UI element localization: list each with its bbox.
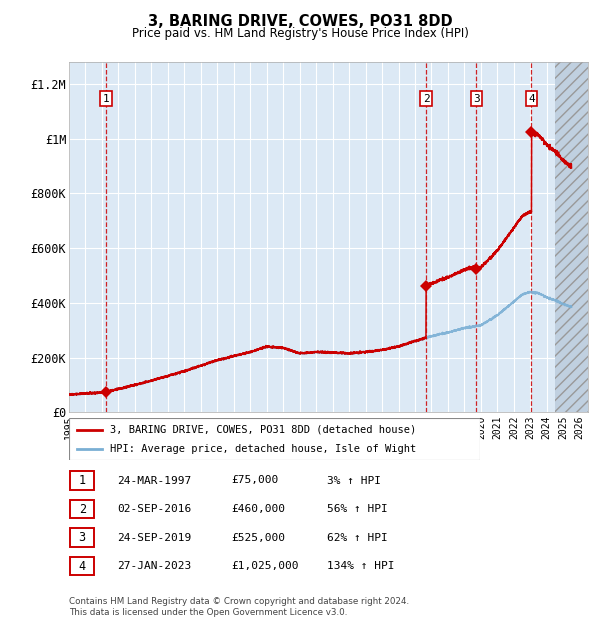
Text: 02-SEP-2016: 02-SEP-2016 bbox=[117, 504, 191, 514]
Text: £525,000: £525,000 bbox=[231, 533, 285, 542]
Text: 134% ↑ HPI: 134% ↑ HPI bbox=[327, 561, 395, 571]
Text: 3% ↑ HPI: 3% ↑ HPI bbox=[327, 476, 381, 485]
Text: 24-MAR-1997: 24-MAR-1997 bbox=[117, 476, 191, 485]
Text: 24-SEP-2019: 24-SEP-2019 bbox=[117, 533, 191, 542]
Text: 2: 2 bbox=[79, 503, 86, 515]
Text: £1,025,000: £1,025,000 bbox=[231, 561, 299, 571]
Text: 1: 1 bbox=[79, 474, 86, 487]
Text: 56% ↑ HPI: 56% ↑ HPI bbox=[327, 504, 388, 514]
Text: 4: 4 bbox=[79, 560, 86, 572]
Text: 1: 1 bbox=[103, 94, 109, 104]
Text: 27-JAN-2023: 27-JAN-2023 bbox=[117, 561, 191, 571]
Text: Contains HM Land Registry data © Crown copyright and database right 2024.
This d: Contains HM Land Registry data © Crown c… bbox=[69, 598, 409, 617]
Text: 3: 3 bbox=[79, 531, 86, 544]
Bar bbox=[555, 62, 588, 412]
Text: 3: 3 bbox=[473, 94, 480, 104]
Text: £460,000: £460,000 bbox=[231, 504, 285, 514]
Text: 62% ↑ HPI: 62% ↑ HPI bbox=[327, 533, 388, 542]
Text: 2: 2 bbox=[422, 94, 430, 104]
Text: Price paid vs. HM Land Registry's House Price Index (HPI): Price paid vs. HM Land Registry's House … bbox=[131, 27, 469, 40]
Text: 3, BARING DRIVE, COWES, PO31 8DD: 3, BARING DRIVE, COWES, PO31 8DD bbox=[148, 14, 452, 29]
Text: HPI: Average price, detached house, Isle of Wight: HPI: Average price, detached house, Isle… bbox=[110, 445, 416, 454]
Text: £75,000: £75,000 bbox=[231, 476, 278, 485]
Text: 4: 4 bbox=[528, 94, 535, 104]
Text: 3, BARING DRIVE, COWES, PO31 8DD (detached house): 3, BARING DRIVE, COWES, PO31 8DD (detach… bbox=[110, 425, 416, 435]
